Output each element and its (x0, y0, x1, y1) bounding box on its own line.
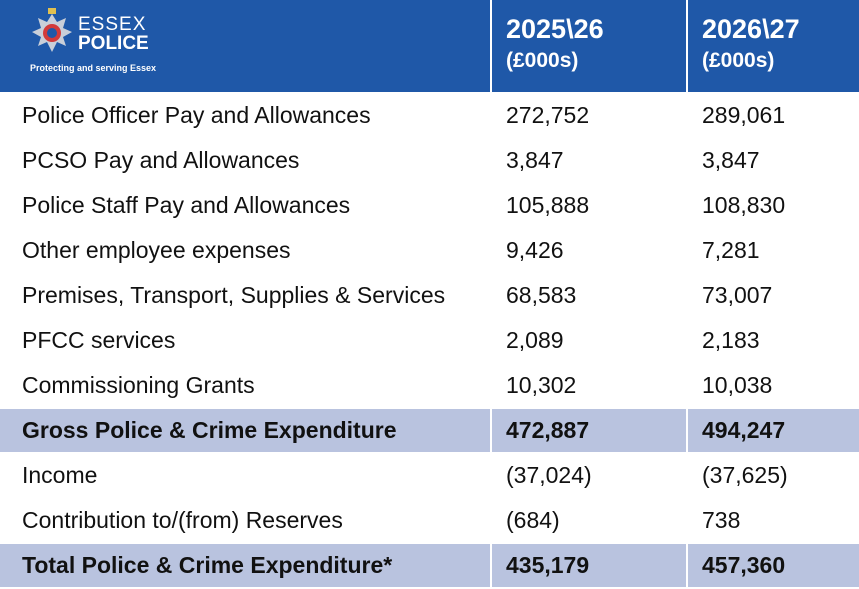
row-label: PFCC services (22, 327, 176, 353)
row-value: 435,179 (492, 544, 686, 587)
row-label: Total Police & Crime Expenditure* (0, 544, 490, 587)
column-unit: (£000s) (702, 49, 775, 72)
row-value: (684) (506, 507, 560, 533)
row-value: 105,888 (506, 192, 590, 218)
logo-cell: ESSEX POLICE Protecting and serving Esse… (0, 0, 490, 92)
row-value: 3,847 (702, 147, 760, 173)
row-value: 68,583 (506, 282, 577, 308)
column-header: 2026\27 (£000s) (688, 0, 859, 92)
row-label: Contribution to/(from) Reserves (22, 507, 343, 533)
row-value: 3,847 (506, 147, 564, 173)
column-unit: (£000s) (506, 49, 579, 72)
logo-line: POLICE (78, 33, 149, 54)
row-value: 108,830 (702, 192, 786, 218)
row-value: 7,281 (702, 237, 760, 263)
row-label: Other employee expenses (22, 237, 291, 263)
row-label: Premises, Transport, Supplies & Services (22, 282, 446, 308)
row-value: 289,061 (702, 102, 786, 128)
row-value: 738 (702, 507, 741, 533)
row-value: (37,625) (702, 462, 788, 488)
column-year: 2025\26 (506, 14, 604, 44)
row-label: Gross Police & Crime Expenditure (0, 409, 490, 452)
row-value: 494,247 (688, 409, 859, 452)
row-label: PCSO Pay and Allowances (22, 147, 300, 173)
row-value: 272,752 (506, 102, 590, 128)
row-value: 472,887 (492, 409, 686, 452)
row-value: 2,183 (702, 327, 760, 353)
row-label: Income (22, 462, 98, 488)
row-value: 73,007 (702, 282, 773, 308)
row-value: (37,024) (506, 462, 592, 488)
row-value: 10,038 (702, 372, 773, 398)
column-header: 2025\26 (£000s) (492, 0, 686, 92)
logo-badge (32, 8, 72, 52)
row-value: 9,426 (506, 237, 564, 263)
row-value: 457,360 (688, 544, 859, 587)
row-label: Commissioning Grants (22, 372, 255, 398)
column-year: 2026\27 (702, 14, 800, 44)
logo-tagline: Protecting and serving Essex (30, 63, 157, 73)
row-value: 2,089 (506, 327, 564, 353)
logo-line: ESSEX (78, 14, 147, 35)
row-label: Police Officer Pay and Allowances (22, 102, 371, 128)
row-label: Police Staff Pay and Allowances (22, 192, 351, 218)
row-value: 10,302 (506, 372, 577, 398)
